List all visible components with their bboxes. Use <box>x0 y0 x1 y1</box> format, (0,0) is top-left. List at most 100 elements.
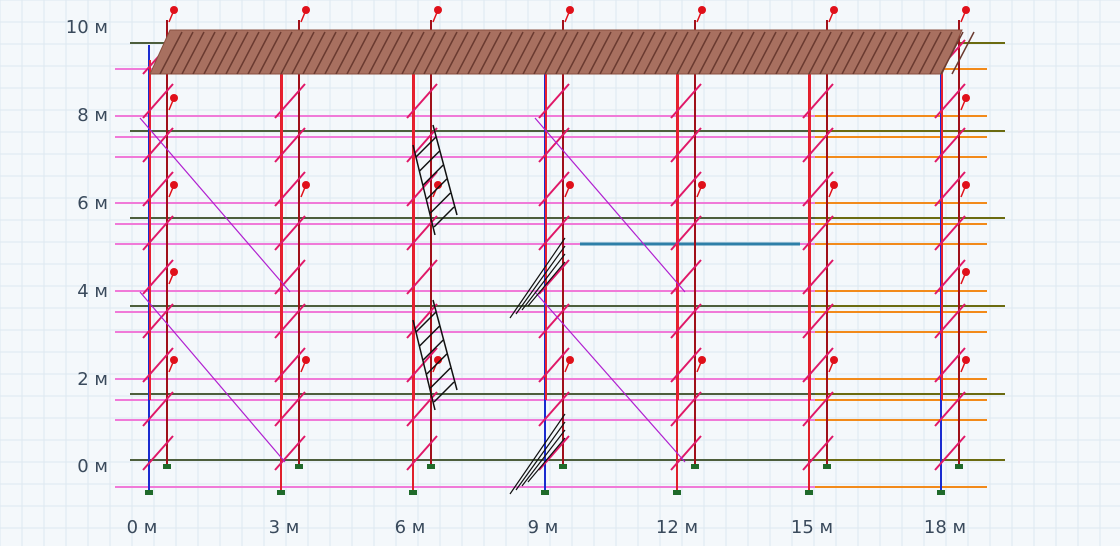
roof-plank <box>247 31 271 75</box>
base-plate <box>937 490 945 495</box>
stair <box>521 253 566 311</box>
roof-plank <box>203 31 227 75</box>
anchor-line <box>300 9 307 23</box>
y-axis-label: 10 м <box>66 17 108 38</box>
base-plate <box>823 464 831 469</box>
brace <box>538 391 570 427</box>
brace <box>670 391 702 427</box>
anchor-line <box>564 9 571 23</box>
roof-plank <box>918 31 942 75</box>
roof-plank <box>412 31 436 75</box>
roof-plank <box>621 31 645 75</box>
brace <box>802 303 834 339</box>
brace <box>274 259 306 295</box>
diagonal-brace <box>534 117 686 293</box>
y-axis-label: 0 м <box>77 456 108 477</box>
roof-plank <box>632 31 656 75</box>
diagonal-brace <box>139 291 286 463</box>
ladder-rung <box>426 353 448 375</box>
x-axis-label: 18 м <box>924 517 966 538</box>
brace <box>538 303 570 339</box>
brace <box>274 83 306 119</box>
roof-plank <box>346 31 370 75</box>
x-axis-label: 0 м <box>127 517 158 538</box>
diagonal-brace <box>139 117 291 293</box>
roof-plank <box>819 31 843 75</box>
brace <box>274 303 306 339</box>
stair <box>521 429 566 487</box>
roof-plank <box>170 31 194 75</box>
roof-plank <box>643 31 667 75</box>
roof-plank <box>929 31 953 75</box>
roof-plank <box>610 31 634 75</box>
brace <box>670 83 702 119</box>
brace <box>802 347 834 383</box>
ladder-rung <box>426 178 448 200</box>
brace <box>538 347 570 383</box>
brace <box>274 127 306 163</box>
anchor-line <box>564 359 571 373</box>
roof-plank <box>225 31 249 75</box>
base-plate <box>427 464 435 469</box>
brace <box>406 127 438 163</box>
brace <box>670 259 702 295</box>
brace <box>670 303 702 339</box>
anchor-line <box>960 184 967 198</box>
roof-plank <box>181 31 205 75</box>
roof-plank <box>423 31 447 75</box>
base-plate <box>163 464 171 469</box>
ladder-rail <box>432 124 458 216</box>
roof-plank <box>588 31 612 75</box>
roof-plank <box>302 31 326 75</box>
anchor-line <box>828 9 835 23</box>
brace <box>934 435 966 471</box>
roof-plank <box>874 31 898 75</box>
anchor-line <box>696 359 703 373</box>
roof-plank <box>830 31 854 75</box>
roof-plank <box>368 31 392 75</box>
brace <box>274 347 306 383</box>
roof-plank <box>335 31 359 75</box>
brace <box>274 435 306 471</box>
brace <box>802 259 834 295</box>
roof-plank <box>159 31 183 75</box>
anchor-line <box>828 359 835 373</box>
brace <box>670 347 702 383</box>
roof-plank <box>445 31 469 75</box>
roof-plank <box>379 31 403 75</box>
y-axis-label: 4 м <box>77 281 108 302</box>
anchor-line <box>960 9 967 23</box>
roof-plank <box>786 31 810 75</box>
axis-labels: 10 м 8 м 6 м 4 м 2 м 0 м 0 м 3 м 6 м 9 м 12 м 15 м 1… <box>66 17 966 538</box>
anchor-line <box>828 184 835 198</box>
anchor-line <box>696 9 703 23</box>
x-axis-label: 15 м <box>791 517 833 538</box>
roof-plank <box>258 31 282 75</box>
anchor-line <box>960 97 967 111</box>
roof-plank <box>324 31 348 75</box>
roof-plank <box>533 31 557 75</box>
anchor-line <box>960 271 967 285</box>
base-plate <box>805 490 813 495</box>
ladder-rung <box>419 150 441 172</box>
anchor-line <box>564 184 571 198</box>
roof-plank <box>852 31 876 75</box>
brace <box>406 347 438 383</box>
brace <box>802 127 834 163</box>
roof-plank <box>775 31 799 75</box>
brace <box>142 303 174 339</box>
anchor-line <box>168 9 175 23</box>
brace <box>538 435 570 471</box>
brace <box>538 127 570 163</box>
roof-plank <box>599 31 623 75</box>
roof-plank <box>500 31 524 75</box>
brace <box>538 259 570 295</box>
roof-plank <box>654 31 678 75</box>
roof-plank <box>478 31 502 75</box>
brace <box>538 215 570 251</box>
roof-plank <box>676 31 700 75</box>
roof-plank <box>720 31 744 75</box>
ladder-rail <box>412 319 436 411</box>
roof-plank <box>511 31 535 75</box>
